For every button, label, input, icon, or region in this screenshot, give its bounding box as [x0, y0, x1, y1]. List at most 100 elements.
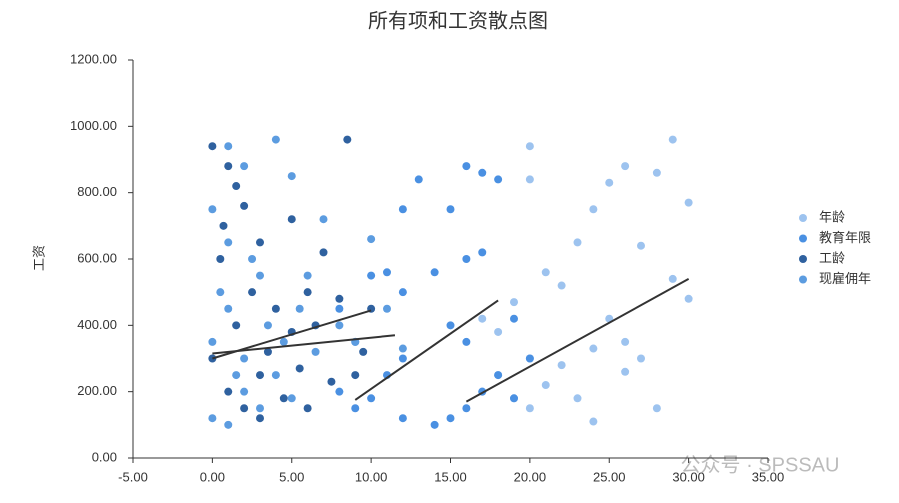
- point: [462, 404, 471, 413]
- y-tick-label: 800.00: [77, 184, 117, 199]
- point: [684, 198, 693, 207]
- point: [271, 135, 280, 144]
- point: [652, 404, 661, 413]
- point: [295, 364, 304, 373]
- point: [303, 404, 312, 413]
- point: [430, 420, 439, 429]
- x-tick-label: -5.00: [118, 469, 148, 484]
- point: [525, 142, 534, 151]
- point: [478, 168, 487, 177]
- point: [263, 321, 272, 330]
- point: [216, 255, 225, 263]
- point: [383, 268, 391, 277]
- point: [240, 404, 249, 413]
- point: [510, 394, 518, 403]
- point: [240, 201, 249, 210]
- point: [621, 367, 630, 376]
- point: [319, 248, 328, 257]
- point: [557, 281, 566, 290]
- legend-label: 教育年限: [819, 230, 871, 245]
- legend-swatch: [799, 214, 807, 222]
- point: [478, 314, 487, 323]
- point: [224, 162, 233, 171]
- point: [446, 205, 455, 214]
- x-tick-label: 5.00: [279, 469, 304, 484]
- y-tick-label: 1200.00: [70, 51, 117, 66]
- point: [224, 238, 233, 247]
- point: [414, 175, 423, 184]
- point: [589, 417, 598, 426]
- point: [367, 271, 376, 280]
- point: [248, 288, 257, 297]
- point: [287, 215, 296, 224]
- point: [668, 274, 677, 283]
- point: [398, 344, 407, 353]
- point: [589, 344, 598, 353]
- point: [494, 327, 503, 336]
- point: [256, 271, 264, 280]
- point: [335, 387, 344, 396]
- point: [287, 394, 296, 403]
- point: [256, 371, 264, 380]
- point: [462, 255, 471, 263]
- point: [557, 361, 566, 370]
- point: [621, 337, 630, 346]
- trend-line: [354, 299, 499, 401]
- point: [510, 314, 518, 323]
- point: [383, 304, 391, 313]
- point: [446, 321, 455, 330]
- point: [232, 182, 241, 191]
- point: [287, 172, 296, 181]
- x-tick-label: 0.00: [200, 469, 225, 484]
- point: [240, 387, 249, 396]
- point: [224, 304, 233, 313]
- point: [573, 238, 582, 247]
- point: [295, 304, 304, 313]
- point: [208, 205, 217, 214]
- point: [232, 371, 241, 380]
- point: [232, 321, 241, 330]
- point: [303, 288, 312, 297]
- legend-label: 工龄: [819, 250, 845, 265]
- point: [219, 221, 228, 230]
- chart-title: 所有项和工资散点图: [368, 9, 548, 32]
- point: [494, 175, 503, 184]
- point: [279, 394, 288, 403]
- point: [263, 347, 272, 356]
- point: [589, 205, 598, 214]
- x-tick-label: 10.00: [355, 469, 388, 484]
- legend-label: 现雇佣年: [819, 271, 871, 286]
- point: [351, 404, 360, 413]
- point: [430, 268, 439, 277]
- point: [541, 381, 550, 390]
- point: [351, 371, 360, 380]
- point: [398, 288, 407, 297]
- point: [224, 387, 233, 396]
- point: [637, 354, 645, 363]
- point: [525, 404, 534, 413]
- point: [319, 215, 328, 224]
- point: [494, 371, 503, 380]
- point: [256, 414, 264, 423]
- point: [446, 414, 455, 423]
- point: [224, 142, 233, 151]
- x-tick-label: 25.00: [593, 469, 626, 484]
- y-tick-label: 1000.00: [70, 118, 117, 133]
- point: [271, 304, 280, 313]
- point: [367, 235, 376, 244]
- point: [398, 354, 407, 363]
- point: [256, 238, 264, 247]
- point: [271, 371, 280, 380]
- x-tick-label: 20.00: [514, 469, 547, 484]
- point: [224, 420, 233, 429]
- y-tick-label: 0.00: [92, 449, 117, 464]
- y-axis-label: 工资: [31, 245, 46, 271]
- point: [311, 347, 320, 356]
- point: [525, 175, 534, 184]
- point: [303, 271, 312, 280]
- x-tick-label: 30.00: [672, 469, 705, 484]
- watermark: 公众号 · SPSSAU: [681, 453, 840, 476]
- point: [652, 168, 661, 177]
- point: [335, 304, 344, 313]
- trend-line: [465, 278, 690, 403]
